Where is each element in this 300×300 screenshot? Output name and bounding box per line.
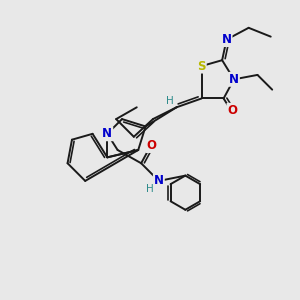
Text: O: O (146, 139, 157, 152)
Text: N: N (102, 127, 112, 140)
Text: N: N (229, 73, 239, 86)
Text: O: O (227, 104, 237, 117)
Text: H: H (166, 96, 174, 106)
Text: S: S (197, 60, 206, 73)
Text: N: N (154, 174, 164, 188)
Text: N: N (222, 33, 232, 46)
Text: H: H (146, 184, 154, 194)
